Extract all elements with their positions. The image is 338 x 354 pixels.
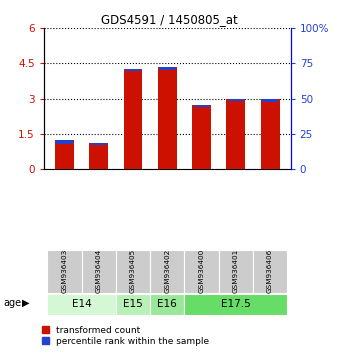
Bar — [219, 250, 253, 293]
Text: GSM936402: GSM936402 — [164, 249, 170, 293]
Bar — [185, 294, 287, 315]
Bar — [116, 250, 150, 293]
Bar — [47, 294, 116, 315]
Text: GSM936401: GSM936401 — [233, 249, 239, 293]
Text: GSM936400: GSM936400 — [199, 249, 204, 293]
Bar — [116, 294, 150, 315]
Bar — [226, 98, 245, 169]
Bar — [56, 140, 73, 144]
Bar — [150, 294, 185, 315]
Text: GDS4591 / 1450805_at: GDS4591 / 1450805_at — [101, 13, 237, 26]
Bar — [91, 143, 107, 145]
Text: E17.5: E17.5 — [221, 299, 251, 309]
Bar — [228, 98, 244, 101]
Bar — [185, 250, 219, 293]
Text: age: age — [3, 298, 22, 308]
Text: GSM936403: GSM936403 — [62, 249, 68, 293]
Text: GSM936406: GSM936406 — [267, 249, 273, 293]
Text: GSM936405: GSM936405 — [130, 249, 136, 293]
Bar — [159, 67, 175, 70]
Bar — [124, 69, 142, 169]
Bar — [47, 250, 82, 293]
Bar — [192, 105, 211, 169]
Bar — [150, 250, 185, 293]
Text: E14: E14 — [72, 299, 92, 309]
Bar — [158, 67, 177, 169]
Bar — [89, 143, 108, 169]
Legend: transformed count, percentile rank within the sample: transformed count, percentile rank withi… — [38, 322, 213, 349]
Bar — [253, 250, 287, 293]
Text: GSM936404: GSM936404 — [96, 249, 102, 293]
Bar — [261, 99, 280, 169]
Bar — [194, 105, 210, 107]
Bar — [125, 69, 141, 72]
Text: E16: E16 — [158, 299, 177, 309]
Bar — [82, 250, 116, 293]
Bar — [55, 140, 74, 169]
Text: E15: E15 — [123, 299, 143, 309]
Text: ▶: ▶ — [22, 298, 29, 308]
Bar — [262, 99, 278, 102]
